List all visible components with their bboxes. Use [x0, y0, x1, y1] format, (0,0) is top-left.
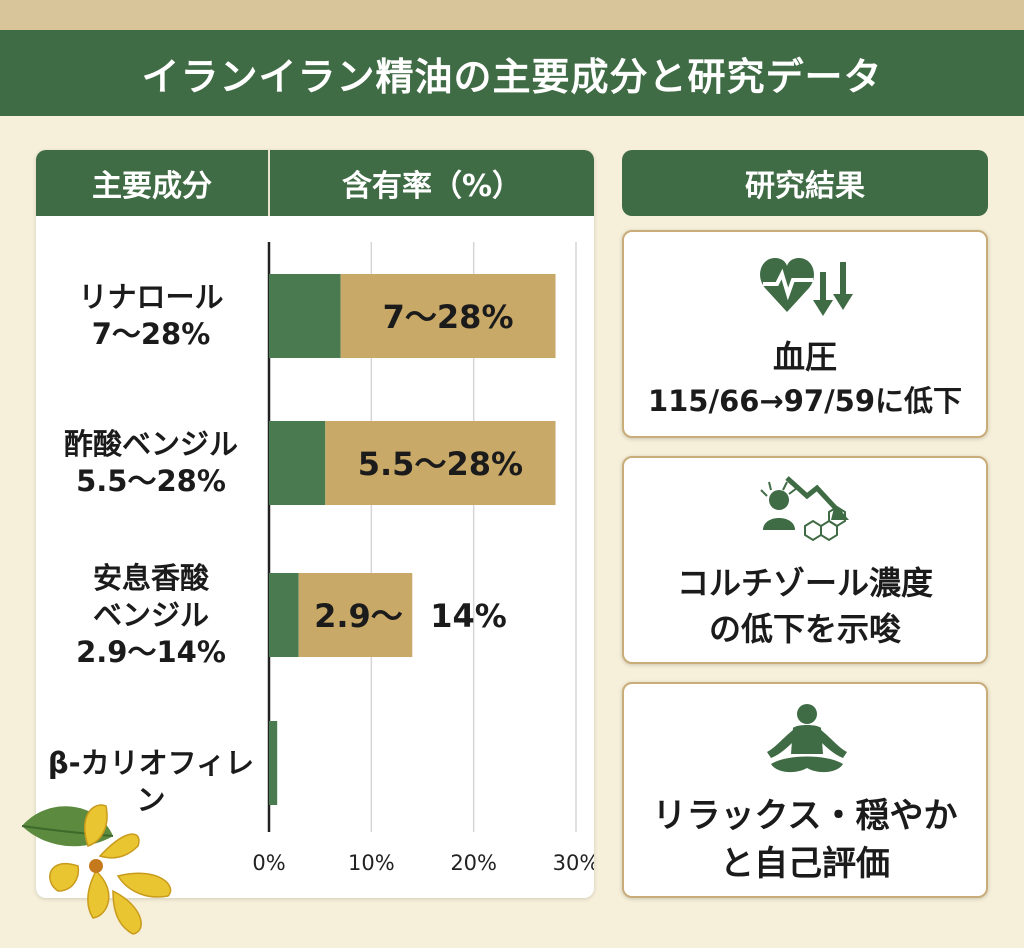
- bar-low-segment: [269, 721, 278, 805]
- bar-low-segment: [269, 421, 326, 505]
- bar-value-label: 2.9〜: [314, 597, 403, 635]
- result-card-cortisol: コルチゾール濃度 の低下を示唆: [622, 456, 988, 664]
- result-3-line-2: と自己評価: [720, 844, 890, 884]
- category-label-line: 酢酸ベンジル: [63, 427, 238, 461]
- result-3-line-1: リラックス・穏やか: [652, 796, 958, 836]
- bar-low-segment: [269, 274, 341, 358]
- category-label: リナロール 7〜28%: [36, 279, 266, 353]
- header-component: 主要成分: [92, 169, 212, 204]
- bar-low-segment: [269, 573, 299, 657]
- bar-value-label: 5.5〜28%: [358, 445, 523, 483]
- stress-cortisol-down-icon: [624, 470, 990, 550]
- category-label: 安息香酸 ベンジル 2.9〜14%: [36, 560, 266, 671]
- x-tick-label: 30%: [553, 851, 594, 875]
- header-divider: [268, 150, 270, 216]
- bar-value-label-outside: 14%: [430, 597, 507, 635]
- category-label: β-カリオフィレン: [36, 745, 266, 819]
- results-header: 研究結果: [622, 150, 988, 216]
- result-2-line-2: の低下を示唆: [708, 610, 901, 648]
- category-label-line: 5.5〜28%: [76, 464, 226, 498]
- ylang-flower-illustration: [21, 804, 172, 935]
- result-1-line-1: 血圧: [772, 338, 837, 376]
- category-label-line: ベンジル: [92, 597, 209, 632]
- result-1-line-2: 115/66→97/59に低下: [647, 384, 963, 418]
- category-label-line: リナロール: [78, 280, 224, 314]
- top-strip: [0, 0, 1024, 30]
- result-card-blood-pressure: 血圧 115/66→97/59に低下: [622, 230, 988, 438]
- result-2-line-1: コルチゾール濃度: [676, 564, 933, 602]
- category-label-line: β-カリオフィレン: [47, 745, 255, 817]
- table-header: 主要成分 含有率（%）: [36, 150, 594, 216]
- result-card-relaxation: リラックス・穏やか と自己評価: [622, 682, 988, 898]
- x-tick-label: 20%: [450, 851, 497, 875]
- x-tick-label: 10%: [348, 851, 395, 875]
- category-label-line: 安息香酸: [92, 560, 209, 595]
- meditation-icon: [624, 702, 990, 782]
- category-label-line: 2.9〜14%: [76, 634, 226, 669]
- x-tick-label: 0%: [252, 851, 285, 875]
- bar-range-segment: [325, 421, 556, 505]
- category-label-line: 7〜28%: [91, 317, 211, 351]
- header-rate: 含有率（%）: [341, 169, 523, 204]
- components-panel: 主要成分 含有率（%） 7〜28% 5.5〜28% 2.9〜 14% 0% 10% 20%…: [36, 150, 594, 898]
- bar-range-segment: [340, 274, 556, 358]
- bar-range-segment: [298, 573, 413, 657]
- bar-value-label: 7〜28%: [383, 298, 514, 336]
- bar-chart: 7〜28% 5.5〜28% 2.9〜 14% 0% 10% 20% 30%: [252, 242, 594, 875]
- category-label: 酢酸ベンジル 5.5〜28%: [36, 426, 266, 500]
- page-title: イランイラン精油の主要成分と研究データ: [0, 30, 1024, 116]
- heart-rate-down-icon: [624, 252, 990, 322]
